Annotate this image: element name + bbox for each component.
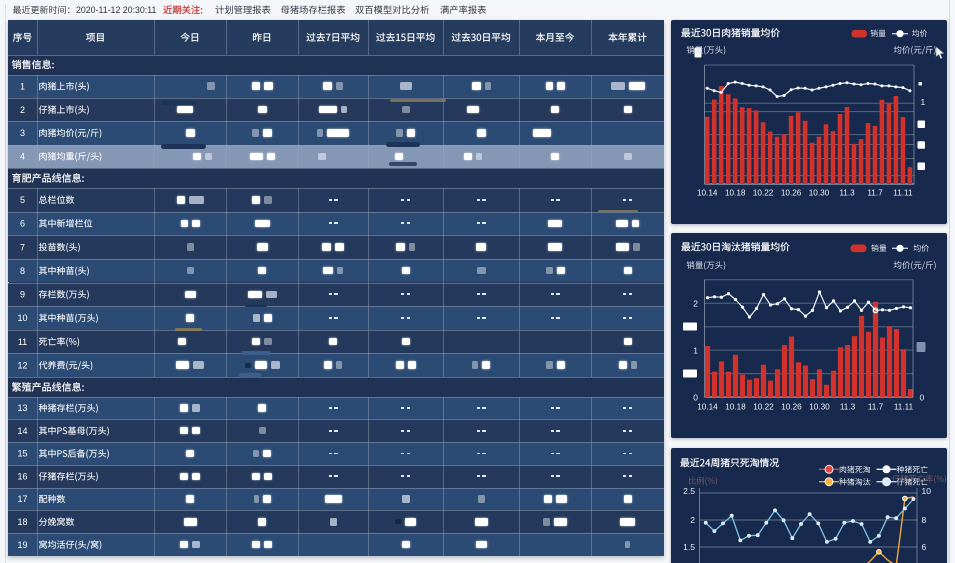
svg-text:2020-11-12 20:30:11: 2020-11-12 20:30:11 (76, 5, 156, 15)
